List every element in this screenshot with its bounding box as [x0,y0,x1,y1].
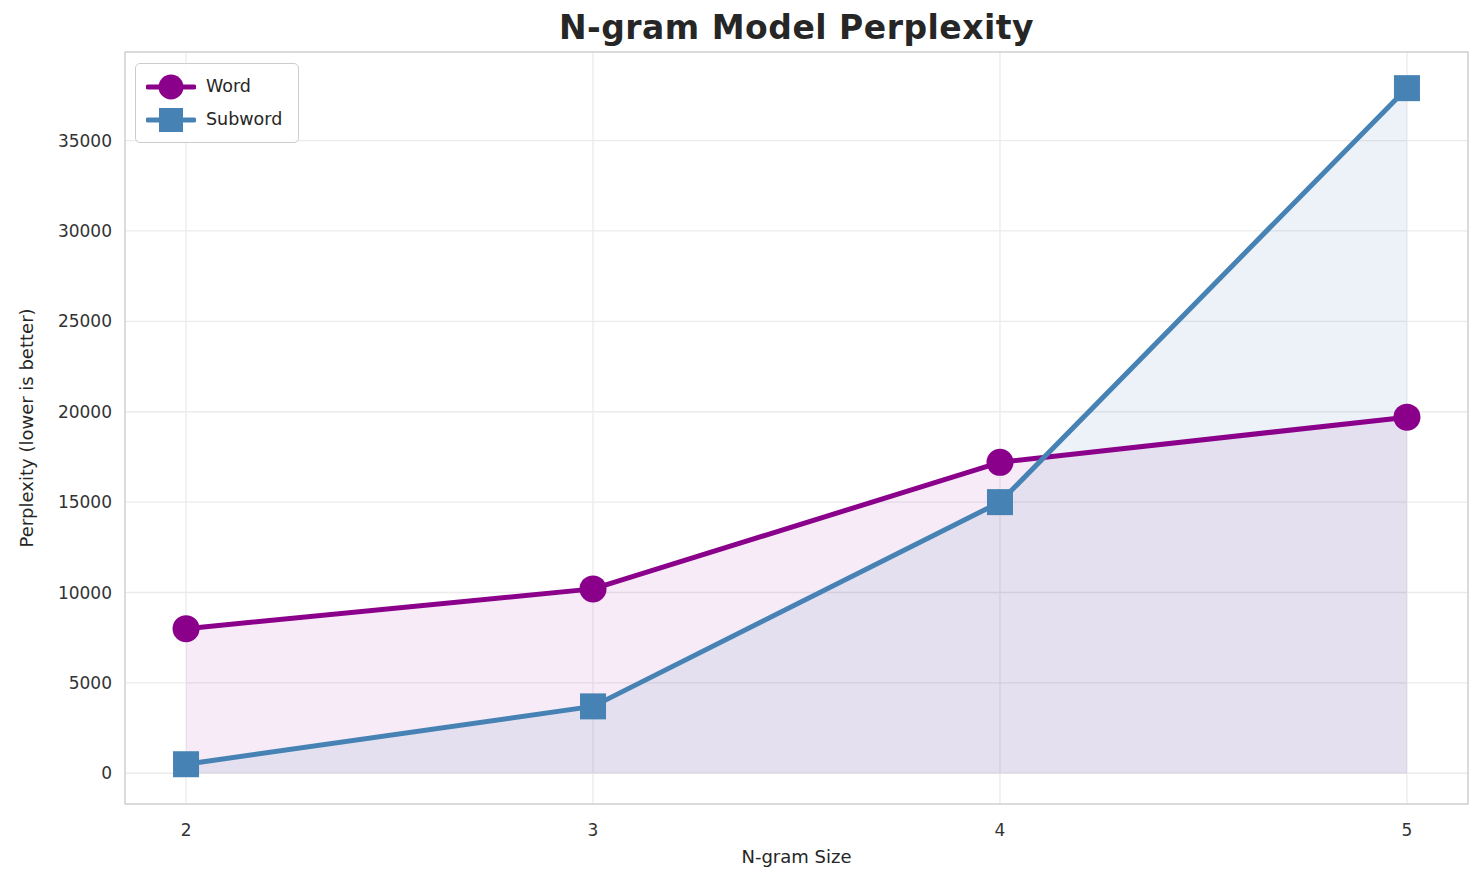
legend-item-subword: Subword [146,104,282,135]
data-point-subword [580,693,606,719]
legend-label: Subword [206,111,282,129]
legend: Word Subword [135,63,299,143]
legend-square-marker-icon [146,105,196,135]
y-tick-label: 15000 [58,492,112,512]
data-point-subword [1394,75,1420,101]
x-tick-label: 5 [1402,820,1413,840]
chart-figure: N-gram Model Perplexity 0500010000150002… [0,0,1484,885]
y-tick-label: 10000 [58,583,112,603]
legend-circle-marker-icon [146,72,196,102]
data-point-word [1393,404,1420,431]
x-tick-label: 3 [588,820,599,840]
y-tick-label: 35000 [58,131,112,151]
y-tick-label: 20000 [58,402,112,422]
legend-item-word: Word [146,71,282,102]
data-point-word [986,449,1013,476]
y-tick-label: 5000 [69,673,112,693]
x-tick-label: 2 [181,820,192,840]
y-tick-label: 30000 [58,221,112,241]
y-axis-label: Perplexity (lower is better) [16,308,37,547]
data-point-word [580,575,607,602]
y-tick-label: 25000 [58,311,112,331]
y-tick-label: 0 [101,763,112,783]
data-point-subword [173,751,199,777]
x-axis-label: N-gram Size [125,846,1468,867]
data-point-word [173,615,200,642]
x-tick-label: 4 [995,820,1006,840]
data-point-subword [987,489,1013,515]
legend-label: Word [206,78,251,96]
